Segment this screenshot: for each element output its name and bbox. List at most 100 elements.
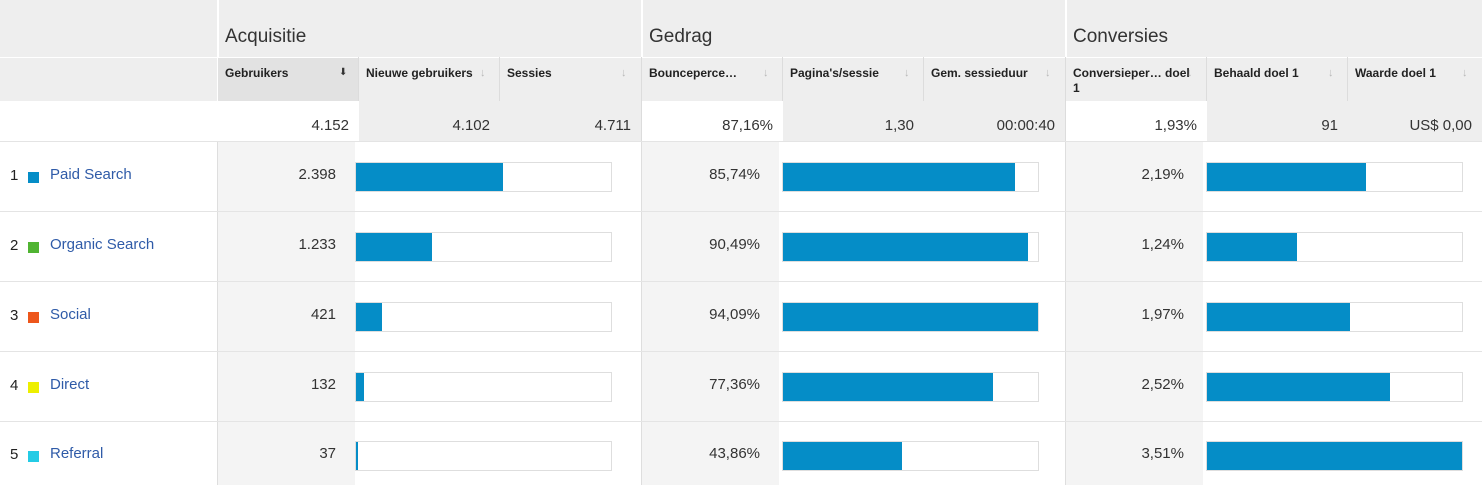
table-row: 3 Social 421 94,09% 1,97% — [0, 282, 1482, 352]
bar-track — [782, 441, 1039, 471]
column-header-label: Sessies — [507, 66, 552, 80]
column-header-label: Gem. sessieduur — [931, 66, 1028, 80]
column-header-label: Behaald doel 1 — [1214, 66, 1299, 80]
channel-link[interactable]: Organic Search — [50, 236, 155, 253]
column-separator — [1065, 57, 1066, 141]
sort-arrow-icon[interactable]: ↓ — [1045, 67, 1051, 79]
total-cell: 1,93% — [1066, 101, 1207, 141]
column-separator — [499, 57, 500, 141]
row-divider — [0, 281, 1482, 282]
metric-value: 94,09% — [709, 306, 760, 323]
bar-fill — [1207, 442, 1462, 470]
value-column-shade — [218, 142, 355, 485]
row-divider — [0, 351, 1482, 352]
total-cell: 4.152 — [218, 101, 359, 141]
channel-link[interactable]: Paid Search — [50, 166, 132, 183]
bar-track — [782, 372, 1039, 402]
dimension-header-cell — [0, 0, 217, 101]
column-header-label: Gebruikers — [225, 66, 289, 80]
bar-track — [355, 302, 612, 332]
total-cell: 1,30 — [783, 101, 924, 141]
channel-link[interactable]: Social — [50, 306, 91, 323]
column-header[interactable]: Gem. sessieduur ↓ — [924, 57, 1065, 101]
bar-track — [782, 162, 1039, 192]
table-row: 5 Referral 37 43,86% 3,51% — [0, 421, 1482, 485]
column-header[interactable]: Behaald doel 1 ↓ — [1207, 57, 1348, 101]
column-separator — [923, 57, 924, 141]
metric-value: 132 — [310, 376, 336, 393]
metric-value: 85,74% — [709, 166, 760, 183]
row-divider — [0, 141, 1482, 142]
sort-arrow-icon[interactable]: ↓ — [904, 67, 910, 79]
sort-arrow-icon[interactable]: ↓ — [480, 67, 486, 79]
sort-arrow-icon[interactable]: ↓ — [1462, 67, 1468, 79]
column-separator — [358, 57, 359, 141]
column-header-label: Waarde doel 1 — [1355, 66, 1436, 80]
bar-fill — [1207, 373, 1390, 401]
total-value: 1,30 — [884, 117, 914, 134]
row-number: 2 — [10, 237, 19, 254]
total-value: 91 — [1321, 117, 1338, 134]
bar-fill — [1207, 163, 1366, 191]
sort-arrow-icon[interactable]: ↓ — [621, 67, 627, 79]
bar-track — [1206, 232, 1463, 262]
table-row: 4 Direct 132 77,36% 2,52% — [0, 352, 1482, 422]
bar-track — [355, 162, 612, 192]
total-cell: US$ 0,00 — [1348, 101, 1482, 141]
channel-color-swatch — [28, 312, 39, 323]
column-header-label: Conversieper… doel 1 — [1073, 66, 1190, 95]
group-separator — [217, 0, 219, 101]
bar-fill — [783, 233, 1028, 261]
row-divider — [0, 211, 1482, 212]
bar-fill — [783, 442, 902, 470]
column-separator — [1347, 57, 1348, 141]
group-title-acquisition: Acquisitie — [225, 26, 307, 47]
column-header[interactable]: Bounceperce… ↓ — [642, 57, 783, 101]
channel-color-swatch — [28, 242, 39, 253]
bar-track — [782, 232, 1039, 262]
channel-color-swatch — [28, 172, 39, 183]
group-title-conversions: Conversies — [1073, 26, 1169, 47]
metric-value: 77,36% — [709, 376, 760, 393]
bar-track — [355, 372, 612, 402]
total-value: 4.102 — [452, 117, 490, 134]
column-header-label: Pagina's/sessie — [790, 66, 879, 80]
column-header[interactable]: Sessies ↓ — [500, 57, 641, 101]
bar-fill — [783, 303, 1038, 331]
metric-value: 2.398 — [298, 166, 336, 183]
bar-fill — [783, 373, 993, 401]
channel-color-swatch — [28, 451, 39, 462]
sort-arrow-icon[interactable]: ↓ — [1187, 67, 1193, 79]
header-divider — [0, 57, 217, 58]
bar-track — [1206, 441, 1463, 471]
channel-link[interactable]: Direct — [50, 376, 90, 393]
total-value: 87,16% — [722, 117, 773, 134]
bar-track — [782, 302, 1039, 332]
column-header-label: Bounceperce… — [649, 66, 738, 80]
total-value: 4.152 — [311, 117, 349, 134]
metric-value: 1,97% — [1141, 306, 1184, 323]
sort-arrow-icon[interactable]: ↓ — [763, 67, 769, 79]
channel-color-swatch — [28, 382, 39, 393]
bar-fill — [356, 442, 358, 470]
metric-value: 1.233 — [298, 236, 336, 253]
column-header[interactable]: Conversieper… doel 1 ↓ — [1066, 57, 1207, 101]
total-cell: 00:00:40 — [924, 101, 1065, 141]
bar-fill — [356, 233, 432, 261]
group-divider — [641, 141, 642, 485]
sort-arrow-icon[interactable]: ↓ — [1328, 67, 1334, 79]
metric-value: 421 — [310, 306, 336, 323]
column-header[interactable]: Pagina's/sessie ↓ — [783, 57, 924, 101]
value-column-shade — [642, 142, 779, 485]
group-divider — [217, 141, 218, 485]
column-separator — [782, 57, 783, 141]
sort-arrow-active-icon[interactable]: ⬇ — [339, 67, 348, 78]
column-header[interactable]: Gebruikers ⬇ — [218, 57, 359, 101]
channel-link[interactable]: Referral — [50, 445, 104, 462]
column-header[interactable]: Nieuwe gebruikers ↓ — [359, 57, 500, 101]
column-header[interactable]: Waarde doel 1 ↓ — [1348, 57, 1482, 101]
bar-fill — [783, 163, 1015, 191]
group-divider — [1065, 141, 1066, 485]
dimension-total-cell — [0, 101, 217, 141]
bar-fill — [356, 163, 503, 191]
